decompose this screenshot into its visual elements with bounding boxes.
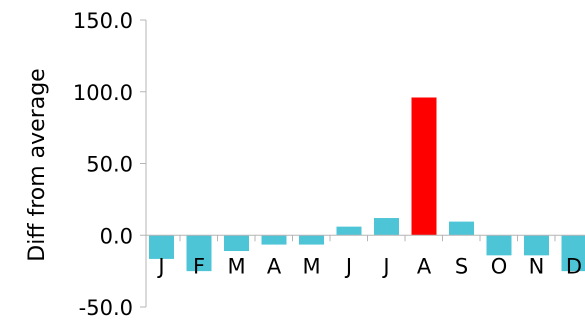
x-tick-label: O [491, 254, 508, 278]
x-tick-label: S [455, 254, 468, 278]
x-tick-label: A [267, 254, 282, 278]
bar-5 [299, 235, 324, 245]
bar-11 [524, 235, 549, 256]
x-tick-label: N [529, 254, 545, 278]
x-tick-label: M [302, 254, 320, 278]
y-tick-label: 0.0 [100, 224, 133, 248]
y-tick-label: 50.0 [86, 153, 133, 177]
y-axis-ticks: 150.0 100.0 50.0 0.0 -50.0 [73, 9, 146, 320]
bar-10 [486, 235, 512, 256]
x-tick-label: J [344, 254, 352, 278]
bar-4 [261, 235, 287, 245]
bar-6 [336, 226, 362, 236]
bar-8 [411, 97, 437, 236]
bars [149, 97, 585, 272]
bar-9 [449, 221, 474, 236]
bar-2 [186, 235, 212, 272]
bar-7 [374, 218, 399, 236]
x-tick-label: A [417, 254, 432, 278]
bar-1 [149, 235, 174, 259]
x-tick-label: D [566, 254, 582, 278]
y-axis-label: Diff from average [25, 68, 50, 261]
y-tick-label: 150.0 [73, 9, 133, 33]
y-tick-label: -50.0 [79, 296, 133, 320]
x-tick-label: J [381, 254, 389, 278]
x-tick-label: F [193, 254, 205, 278]
bar-3 [224, 235, 249, 252]
x-tick-label: J [156, 254, 164, 278]
bar-12 [561, 235, 585, 272]
x-tick-label: M [227, 254, 245, 278]
y-tick-label: 100.0 [73, 81, 133, 105]
